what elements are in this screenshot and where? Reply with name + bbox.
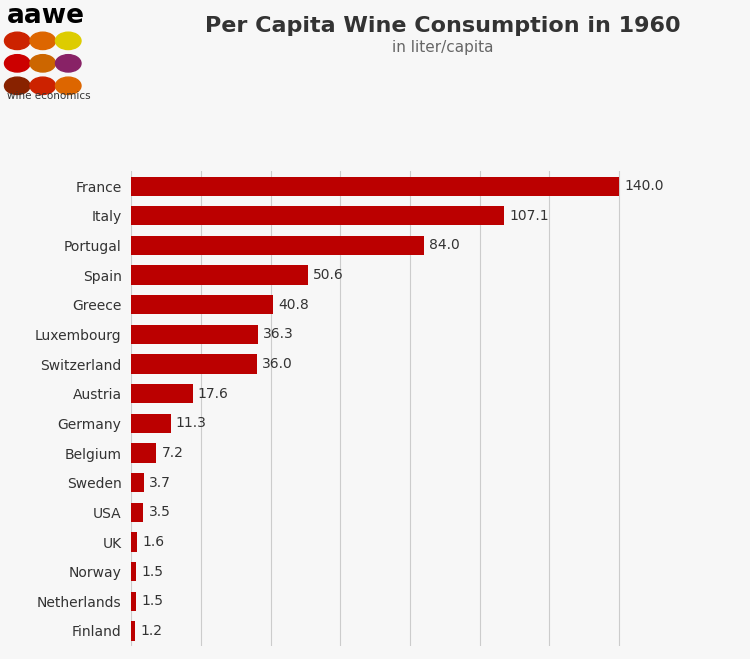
Bar (131, 295, 274, 314)
Text: in liter/capita: in liter/capita (392, 40, 494, 55)
Text: wine economics: wine economics (7, 91, 90, 101)
Text: 7.2: 7.2 (161, 446, 184, 460)
Text: Per Capita Wine Consumption in 1960: Per Capita Wine Consumption in 1960 (205, 16, 680, 36)
Text: 3.7: 3.7 (149, 476, 171, 490)
Bar (131, 562, 136, 581)
Bar (131, 177, 619, 196)
Text: 36.3: 36.3 (263, 328, 294, 341)
Circle shape (56, 32, 81, 49)
Text: 36.0: 36.0 (262, 357, 292, 371)
Bar (131, 206, 504, 225)
Text: 3.5: 3.5 (148, 505, 170, 519)
Text: 1.5: 1.5 (142, 594, 164, 608)
Text: aawe: aawe (7, 3, 85, 29)
Circle shape (30, 32, 56, 49)
Bar (131, 444, 156, 463)
Bar (131, 384, 193, 403)
Circle shape (30, 77, 56, 94)
Text: 140.0: 140.0 (624, 179, 664, 193)
Circle shape (4, 55, 30, 72)
Text: 107.1: 107.1 (509, 209, 549, 223)
Circle shape (56, 77, 81, 94)
Bar (131, 325, 258, 344)
Text: 1.6: 1.6 (142, 535, 164, 549)
Bar (131, 266, 308, 285)
Bar (131, 236, 424, 255)
Bar (131, 503, 143, 522)
Bar (131, 473, 144, 492)
Bar (131, 532, 136, 552)
Bar (131, 621, 136, 641)
Bar (131, 414, 170, 433)
Text: 1.5: 1.5 (142, 565, 164, 579)
Text: 1.2: 1.2 (141, 624, 163, 638)
Bar (131, 355, 256, 374)
Text: 17.6: 17.6 (198, 387, 229, 401)
Text: 84.0: 84.0 (429, 239, 460, 252)
Circle shape (30, 55, 56, 72)
Circle shape (56, 55, 81, 72)
Text: 40.8: 40.8 (278, 298, 309, 312)
Text: 50.6: 50.6 (313, 268, 344, 282)
Circle shape (4, 77, 30, 94)
Bar (131, 592, 136, 611)
Circle shape (4, 32, 30, 49)
Text: 11.3: 11.3 (176, 416, 207, 430)
